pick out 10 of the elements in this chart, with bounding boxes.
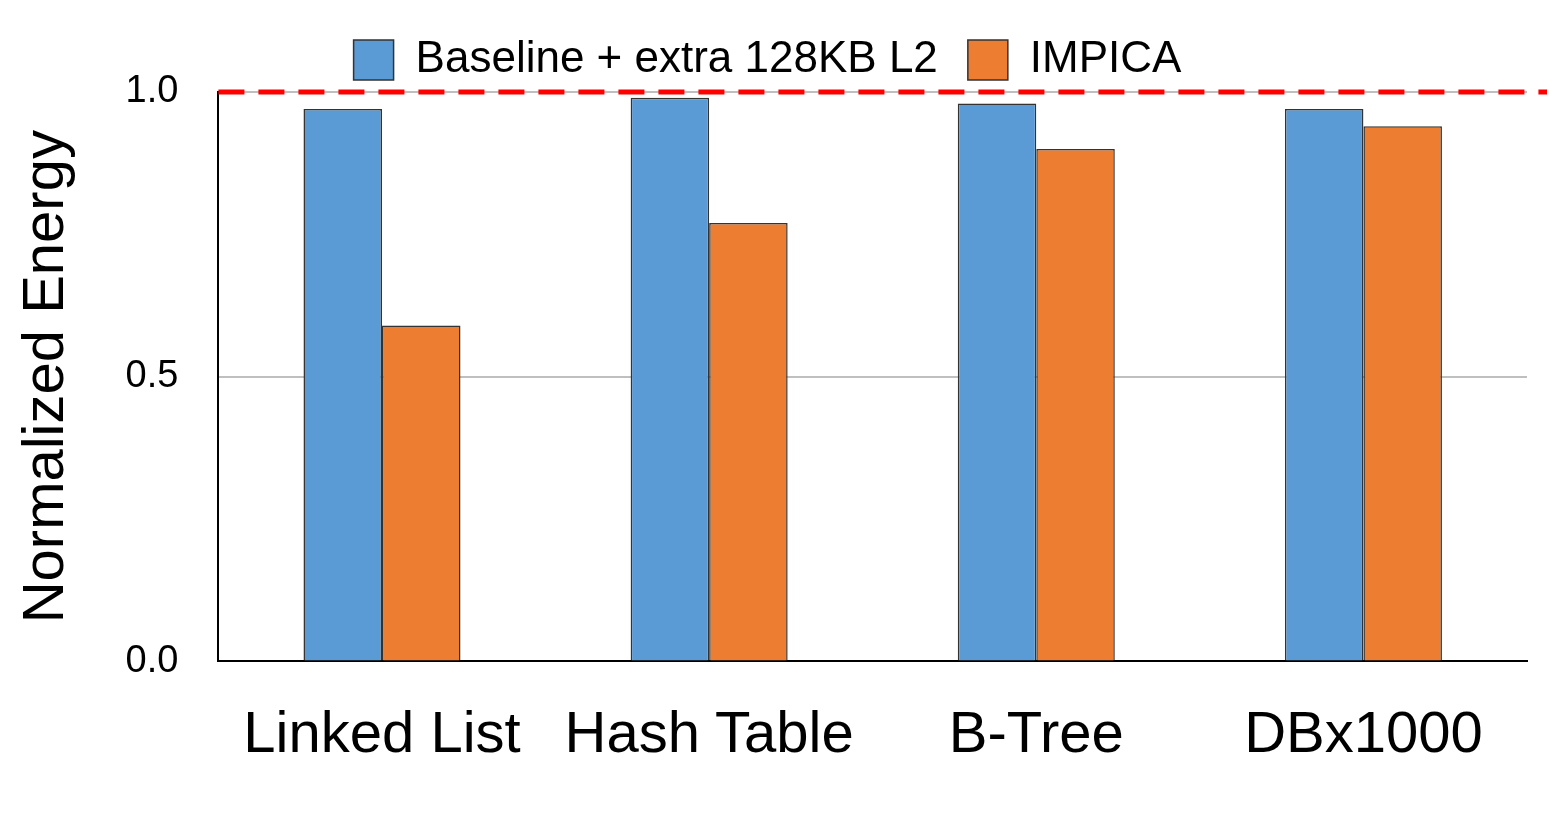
y-tick-label: 0.5 (125, 353, 179, 396)
y-tick-label: 1.0 (125, 68, 179, 111)
y-tick-label: 0.0 (125, 637, 179, 680)
x-tick-label: B-Tree (948, 699, 1124, 765)
legend-label: Baseline + extra 128KB L2 (415, 32, 938, 82)
y-axis-title: Normalized Energy (9, 130, 75, 624)
legend-label: IMPICA (1029, 32, 1183, 82)
x-tick-label: DBx1000 (1244, 699, 1483, 765)
x-tick-label: Hash Table (564, 699, 854, 765)
x-tick-label: Linked List (243, 699, 521, 765)
